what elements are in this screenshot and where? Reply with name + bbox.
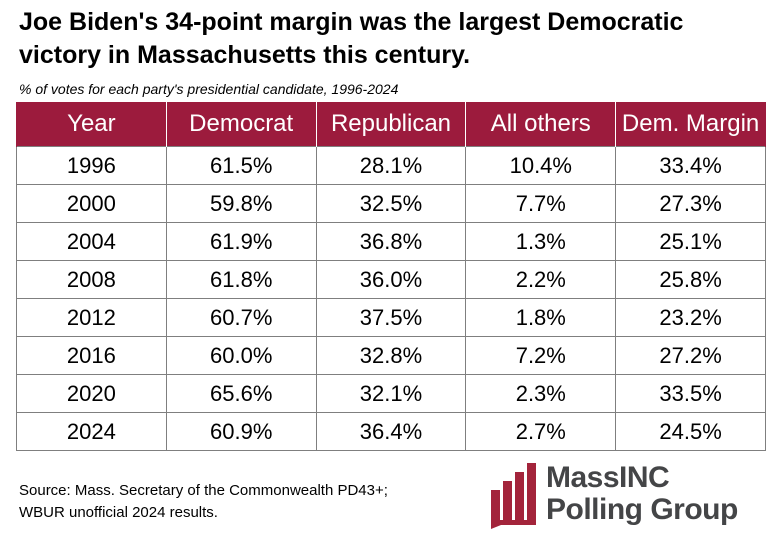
table-cell: 37.5% bbox=[315, 298, 467, 337]
table-cell: 2012 bbox=[16, 298, 167, 337]
table-cell: 7.7% bbox=[465, 184, 617, 223]
table-row: 2024 60.9% 36.4% 2.7% 24.5% bbox=[16, 412, 766, 451]
table-cell: 61.8% bbox=[165, 260, 317, 299]
table-cell: 33.5% bbox=[615, 374, 766, 413]
source-line-2: WBUR unofficial 2024 results. bbox=[19, 504, 218, 521]
table-row: 1996 61.5% 28.1% 10.4% 33.4% bbox=[16, 146, 766, 185]
table-cell: 60.0% bbox=[165, 336, 317, 375]
table-row: 2020 65.6% 32.1% 2.3% 33.5% bbox=[16, 374, 766, 413]
table-cell: 60.9% bbox=[165, 412, 317, 451]
table-cell: 61.5% bbox=[165, 146, 317, 185]
table-cell: 25.8% bbox=[615, 260, 766, 299]
column-header-year: Year bbox=[16, 102, 167, 147]
table-cell: 7.2% bbox=[465, 336, 617, 375]
table-cell: 32.5% bbox=[315, 184, 467, 223]
table-cell: 2.7% bbox=[465, 412, 617, 451]
massinc-logo: MassINC Polling Group bbox=[488, 461, 773, 531]
source-line-1: Source: Mass. Secretary of the Commonwea… bbox=[19, 482, 388, 499]
chart-subtitle: % of votes for each party's presidential… bbox=[19, 81, 399, 97]
logo-text-massinc: MassINC bbox=[546, 461, 670, 494]
table-cell: 24.5% bbox=[615, 412, 766, 451]
table-cell: 59.8% bbox=[165, 184, 317, 223]
table-cell: 2024 bbox=[16, 412, 167, 451]
table-cell: 2008 bbox=[16, 260, 167, 299]
table-header-row: Year Democrat Republican All others Dem.… bbox=[16, 102, 766, 147]
table-cell: 10.4% bbox=[465, 146, 617, 185]
table-cell: 27.3% bbox=[615, 184, 766, 223]
table-cell: 28.1% bbox=[315, 146, 467, 185]
table-cell: 2004 bbox=[16, 222, 167, 261]
column-header-dem-margin: Dem. Margin bbox=[615, 102, 766, 147]
table-row: 2004 61.9% 36.8% 1.3% 25.1% bbox=[16, 222, 766, 261]
logo-text-polling-group: Polling Group bbox=[546, 493, 738, 526]
table-cell: 2000 bbox=[16, 184, 167, 223]
table-cell: 25.1% bbox=[615, 222, 766, 261]
table-cell: 61.9% bbox=[165, 222, 317, 261]
table-cell: 2016 bbox=[16, 336, 167, 375]
bar-chart-logo-icon bbox=[491, 463, 536, 529]
table-cell: 2.3% bbox=[465, 374, 617, 413]
table-cell: 2020 bbox=[16, 374, 167, 413]
results-table: Year Democrat Republican All others Dem.… bbox=[16, 102, 766, 451]
table-cell: 36.8% bbox=[315, 222, 467, 261]
table-cell: 65.6% bbox=[165, 374, 317, 413]
column-header-all-others: All others bbox=[465, 102, 617, 147]
chart-title: Joe Biden's 34-point margin was the larg… bbox=[19, 8, 684, 69]
table-cell: 36.0% bbox=[315, 260, 467, 299]
table-row: 2016 60.0% 32.8% 7.2% 27.2% bbox=[16, 336, 766, 375]
table-cell: 1.3% bbox=[465, 222, 617, 261]
table-cell: 36.4% bbox=[315, 412, 467, 451]
table-row: 2000 59.8% 32.5% 7.7% 27.3% bbox=[16, 184, 766, 223]
source-note: Source: Mass. Secretary of the Commonwea… bbox=[19, 480, 388, 524]
table-cell: 33.4% bbox=[615, 146, 766, 185]
table-cell: 23.2% bbox=[615, 298, 766, 337]
table-cell: 32.1% bbox=[315, 374, 467, 413]
column-header-democrat: Democrat bbox=[165, 102, 317, 147]
table-cell: 60.7% bbox=[165, 298, 317, 337]
table-cell: 32.8% bbox=[315, 336, 467, 375]
table-cell: 1996 bbox=[16, 146, 167, 185]
table-row: 2008 61.8% 36.0% 2.2% 25.8% bbox=[16, 260, 766, 299]
table-row: 2012 60.7% 37.5% 1.8% 23.2% bbox=[16, 298, 766, 337]
table-cell: 27.2% bbox=[615, 336, 766, 375]
column-header-republican: Republican bbox=[315, 102, 467, 147]
table-cell: 2.2% bbox=[465, 260, 617, 299]
table-cell: 1.8% bbox=[465, 298, 617, 337]
